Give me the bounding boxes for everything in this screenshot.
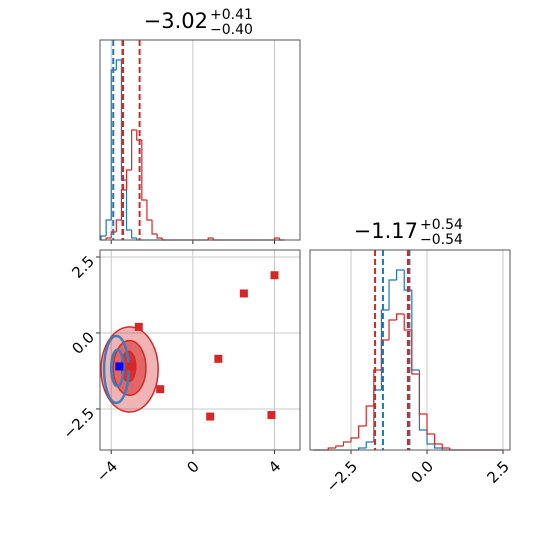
histogram-bin [131,129,137,170]
histogram-bin [125,180,132,231]
histogram-bin [156,234,163,239]
histogram-bin [115,59,122,70]
point [270,271,279,280]
y-tick-label: 2.5 [68,252,98,282]
histogram-bin [146,200,153,221]
histogram-bin [335,445,344,448]
histogram-bin [434,444,443,449]
histogram-bin [441,444,450,449]
axes-frame [99,39,301,241]
histogram-bin [327,447,336,450]
histogram-bin [411,330,420,375]
histogram-bin [358,447,367,450]
histogram-bin [396,313,405,320]
contour [109,348,125,388]
point [206,412,215,421]
panel-title-sup: +0.54 [420,217,463,233]
x-tick-label: 0.0 [407,457,437,487]
histogram-bin [418,374,428,415]
histogram-bin [131,230,137,239]
y-tick-label: 0.0 [68,328,98,358]
x-tick-label: 2.5 [483,457,513,487]
panel-title: −3.02 [144,9,208,33]
histogram-bin [403,314,412,331]
point [267,411,276,420]
histogram-bin [380,339,390,370]
x-tick-label: 4 [265,457,284,476]
panel-title: −1.17 [354,219,418,243]
histogram-bin [110,231,117,238]
histogram-bin [365,441,374,448]
histogram-bin [273,237,280,240]
histogram-bin [426,414,435,435]
histogram-bin [105,237,112,240]
histogram-bin [388,279,397,310]
histogram-bin [434,434,443,445]
histogram-bin [125,169,132,190]
histogram-bin [151,220,158,235]
histogram-bin [396,269,405,280]
histogram-bin [115,219,122,232]
histogram-bin [373,369,382,406]
histogram-bin [120,60,127,181]
histogram-bin [411,290,420,371]
histogram-bin [388,319,397,340]
histogram-bin [110,69,117,220]
x-tick-label: 0 [183,457,202,476]
point [126,362,135,371]
point [134,322,143,331]
histogram-bin [141,140,147,201]
axes-frame [309,249,511,451]
histogram-bin [207,237,214,240]
histogram-bin [358,425,367,438]
histogram-bin [342,441,352,446]
point [115,362,124,371]
histogram-bin [100,235,107,240]
panel-title-sup: +0.41 [210,7,253,23]
histogram-bin [105,219,112,236]
axes-frame [99,249,301,451]
histogram-bin [418,370,428,431]
point [214,354,223,363]
x-tick-label: −4 [93,457,121,485]
x-tick-label: −2.5 [323,457,361,495]
panel-title-sub: −0.40 [210,22,253,38]
histogram-bin [120,189,127,220]
y-tick-label: −2.5 [60,404,98,442]
histogram-bin [426,430,435,445]
panel-title-sub: −0.54 [420,232,463,248]
histogram-bin [350,437,359,442]
histogram-bin [365,405,374,426]
point [239,289,248,298]
point [156,385,165,394]
